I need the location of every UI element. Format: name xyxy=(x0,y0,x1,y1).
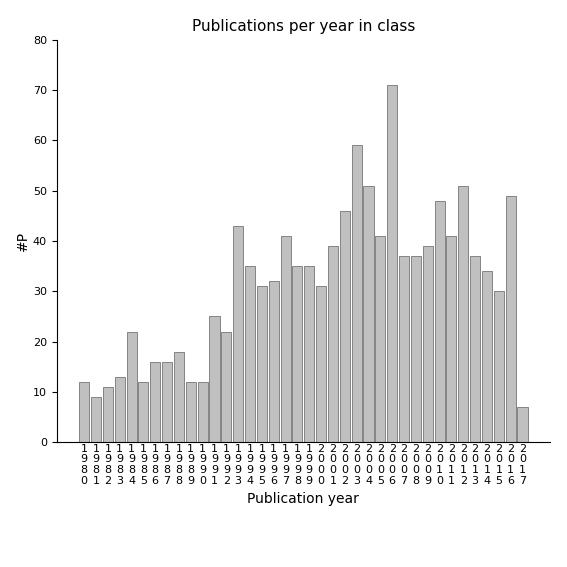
Bar xyxy=(328,246,338,442)
Bar xyxy=(269,281,279,442)
Bar xyxy=(316,286,326,442)
Bar xyxy=(293,266,302,442)
Bar xyxy=(411,256,421,442)
Bar xyxy=(79,382,89,442)
Title: Publications per year in class: Publications per year in class xyxy=(192,19,415,35)
Bar xyxy=(186,382,196,442)
Bar xyxy=(115,377,125,442)
Bar xyxy=(162,362,172,442)
Bar xyxy=(103,387,113,442)
Bar xyxy=(506,196,516,442)
Bar xyxy=(446,236,456,442)
Bar xyxy=(482,271,492,442)
Bar xyxy=(375,236,386,442)
Bar xyxy=(221,332,231,442)
Bar xyxy=(423,246,433,442)
Bar xyxy=(494,291,504,442)
Bar xyxy=(434,201,445,442)
Bar xyxy=(245,266,255,442)
Bar xyxy=(281,236,291,442)
Bar xyxy=(209,316,219,442)
Bar xyxy=(352,145,362,442)
Bar xyxy=(363,185,374,442)
Bar xyxy=(518,407,527,442)
Bar xyxy=(257,286,267,442)
Y-axis label: #P: #P xyxy=(16,231,30,251)
Bar xyxy=(458,185,468,442)
Bar xyxy=(399,256,409,442)
Bar xyxy=(387,85,397,442)
Bar xyxy=(340,211,350,442)
Bar xyxy=(304,266,314,442)
Bar xyxy=(198,382,208,442)
Bar xyxy=(91,397,101,442)
X-axis label: Publication year: Publication year xyxy=(247,492,359,506)
Bar xyxy=(138,382,149,442)
Bar xyxy=(126,332,137,442)
Bar xyxy=(233,226,243,442)
Bar xyxy=(150,362,160,442)
Bar xyxy=(174,352,184,442)
Bar xyxy=(470,256,480,442)
